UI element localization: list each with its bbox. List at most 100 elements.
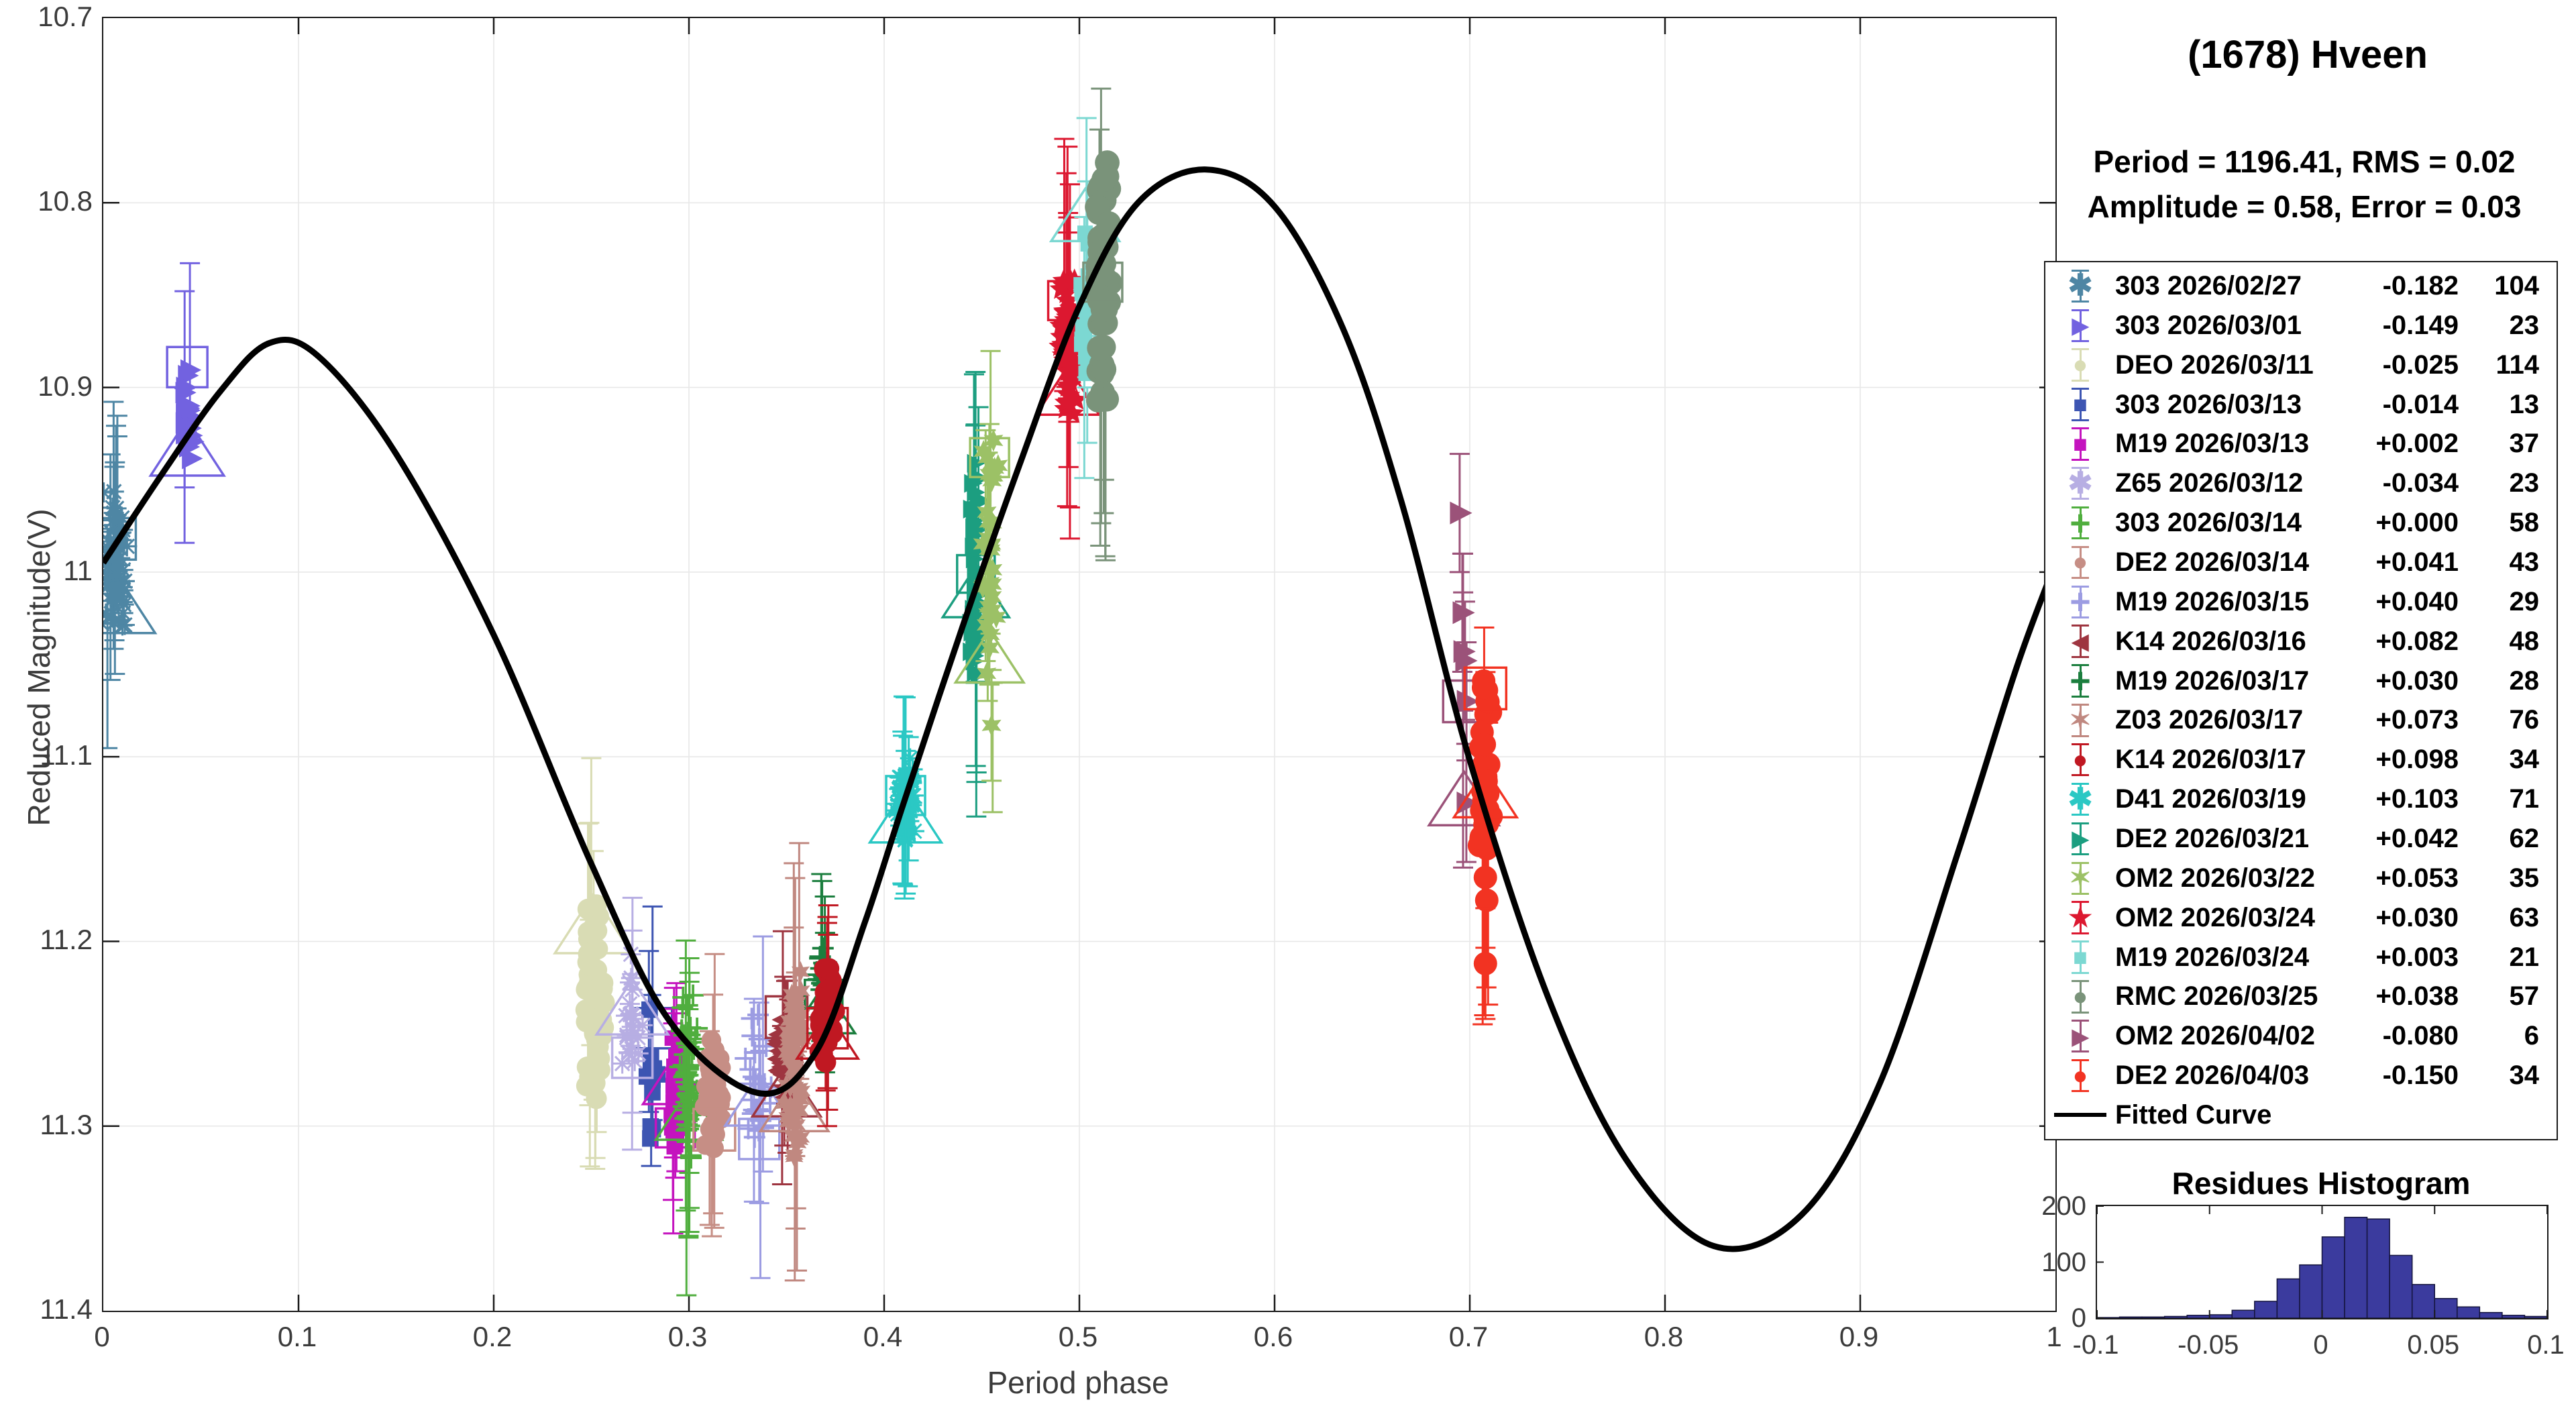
legend-offset-value: +0.041 (2375, 547, 2459, 577)
hexagram-marker-icon: ✶ (2045, 700, 2115, 740)
pentagram-marker-icon: ★ (2045, 898, 2115, 938)
legend-offset-value: +0.042 (2375, 823, 2459, 853)
legend-count-value: 23 (2509, 468, 2540, 498)
legend-session-label: DE2 2026/03/21 (2115, 823, 2310, 853)
fit-parameters-line2: Amplitude = 0.58, Error = 0.03 (2087, 188, 2522, 224)
legend-session-label: K14 2026/03/17 (2115, 745, 2306, 775)
series-303-2026-03-01 (148, 262, 226, 544)
legend-row: ● K14 2026/03/17 +0.098 34 (2045, 740, 2557, 779)
legend-session-label: 303 2026/03/14 (2115, 508, 2302, 538)
legend-session-label: 303 2026/03/01 (2115, 310, 2302, 340)
legend-session-label: M19 2026/03/24 (2115, 942, 2310, 972)
circle-marker-icon: ● (2045, 543, 2115, 582)
histogram-x-tick-label: 0.05 (2407, 1330, 2460, 1360)
square-marker-icon: ■ (2045, 385, 2115, 425)
legend-session-label: Z65 2026/03/12 (2115, 468, 2304, 498)
legend-count-value: 34 (2509, 1061, 2540, 1091)
legend-offset-value: +0.030 (2375, 902, 2459, 932)
histogram-bar (2434, 1298, 2458, 1318)
histogram-bar (2163, 1315, 2188, 1318)
y-tick-label: 10.7 (38, 1, 93, 32)
plus-marker-icon: + (2070, 661, 2091, 702)
histogram-bar (2479, 1311, 2503, 1318)
legend-count-value: 57 (2509, 981, 2540, 1012)
histogram-bar (2457, 1306, 2481, 1318)
legend-count-value: 13 (2509, 389, 2540, 419)
x-tick-label: 0.3 (667, 1321, 708, 1352)
legend-offset-value: +0.038 (2375, 981, 2459, 1012)
histogram-y-tick-label: 100 (2041, 1247, 2086, 1277)
legend-session-label: DEO 2026/03/11 (2115, 349, 2314, 380)
series-Z65-2026-03-12 (594, 896, 671, 1151)
legend-offset-value: -0.014 (2382, 389, 2459, 419)
x-tick-label: 0.2 (472, 1321, 513, 1352)
legend-count-value: 28 (2509, 665, 2540, 696)
histogram-x-tick-label: -0.1 (2072, 1330, 2119, 1360)
legend-count-value: 114 (2496, 349, 2539, 380)
x-tick-label: 0.7 (1448, 1321, 1489, 1352)
plus-marker-icon: + (2070, 582, 2091, 622)
legend-session-label: DE2 2026/04/03 (2115, 1061, 2310, 1091)
y-tick-label: 11.4 (40, 1293, 93, 1325)
legend-count-value: 37 (2509, 429, 2540, 459)
legend-session-label: 303 2026/03/13 (2115, 389, 2302, 419)
fitted-curve (103, 166, 2055, 1252)
y-tick-label: 10.9 (38, 370, 93, 402)
histogram-bar (2389, 1254, 2413, 1318)
histogram-bar (2321, 1236, 2345, 1318)
series-Z03-2026-03-17 (758, 842, 831, 1282)
legend-offset-value: -0.149 (2382, 310, 2459, 340)
grid (103, 18, 2055, 1311)
legend-count-value: 35 (2509, 863, 2540, 893)
x-tick-label: 1 (2046, 1321, 2062, 1352)
legend-session-label: OM2 2026/04/02 (2115, 1021, 2315, 1051)
legend-count-value: 58 (2509, 508, 2540, 538)
legend-offset-value: -0.080 (2382, 1021, 2459, 1051)
legend-row: ★ OM2 2026/03/24 +0.030 63 (2045, 898, 2557, 938)
x-tick-label: 0.5 (1058, 1321, 1098, 1352)
legend-row: ● RMC 2026/03/25 +0.038 57 (2045, 977, 2557, 1016)
legend-session-label: 303 2026/02/27 (2115, 270, 2302, 301)
legend-row: + M19 2026/03/15 +0.040 29 (2045, 582, 2557, 622)
legend-session-label: DE2 2026/03/14 (2115, 547, 2310, 577)
histogram-x-tick-label: -0.05 (2178, 1330, 2239, 1360)
y-tick-label: 11.1 (40, 739, 93, 771)
legend-count-value: 6 (2524, 1021, 2539, 1051)
legend-count-value: 21 (2509, 942, 2540, 972)
histogram-bar (2254, 1301, 2278, 1318)
asterisk-marker-icon: ✱ (2068, 269, 2093, 303)
histogram-bar (2141, 1316, 2165, 1318)
legend-fitted-curve-label: Fitted Curve (2115, 1099, 2272, 1130)
legend-row: ■ 303 2026/03/13 -0.014 13 (2045, 385, 2557, 425)
x-tick-label: 0.6 (1253, 1321, 1293, 1352)
legend-row: +303 2026/03/14 +0.000 58 (2045, 503, 2557, 543)
series-303-2026-02-27 (103, 400, 158, 749)
legend-offset-value: +0.002 (2375, 429, 2459, 459)
legend-session-label: K14 2026/03/16 (2115, 626, 2306, 656)
hexagram-marker-icon: ✶ (2045, 859, 2115, 898)
histogram-title: Residues Histogram (2171, 1166, 2471, 1201)
legend-count-value: 43 (2509, 547, 2540, 577)
histogram-x-tick-label: 0.1 (2527, 1330, 2565, 1360)
legend-count-value: 48 (2509, 626, 2540, 656)
legend-row: ■ M19 2026/03/13 +0.002 37 (2045, 424, 2557, 464)
histogram-bar (2411, 1284, 2436, 1318)
series-DE2-2026-03-14 (692, 953, 737, 1238)
rtriangle-marker-icon: ▶ (2045, 1016, 2115, 1056)
legend-count-value: 63 (2509, 902, 2540, 932)
circle-marker-icon: ● (2045, 345, 2115, 385)
legend-session-label: D41 2026/03/19 (2115, 784, 2306, 814)
histogram-bar (2186, 1315, 2210, 1318)
legend-offset-value: -0.025 (2382, 349, 2459, 380)
series-OM2-2026-03-22 (953, 349, 1026, 814)
legend-session-label: OM2 2026/03/24 (2115, 902, 2315, 932)
histogram-y-tick-label: 0 (2071, 1303, 2086, 1333)
series-RMC-2026-03-25 (1082, 87, 1124, 561)
legend-count-value: 29 (2509, 586, 2540, 616)
asterisk-marker-icon: ✱ (2068, 782, 2093, 816)
legend-offset-value: +0.098 (2375, 745, 2459, 775)
histogram-y-tick-label: 200 (2041, 1191, 2086, 1221)
legend-count-value: 23 (2509, 310, 2540, 340)
legend-count-value: 34 (2509, 745, 2540, 775)
